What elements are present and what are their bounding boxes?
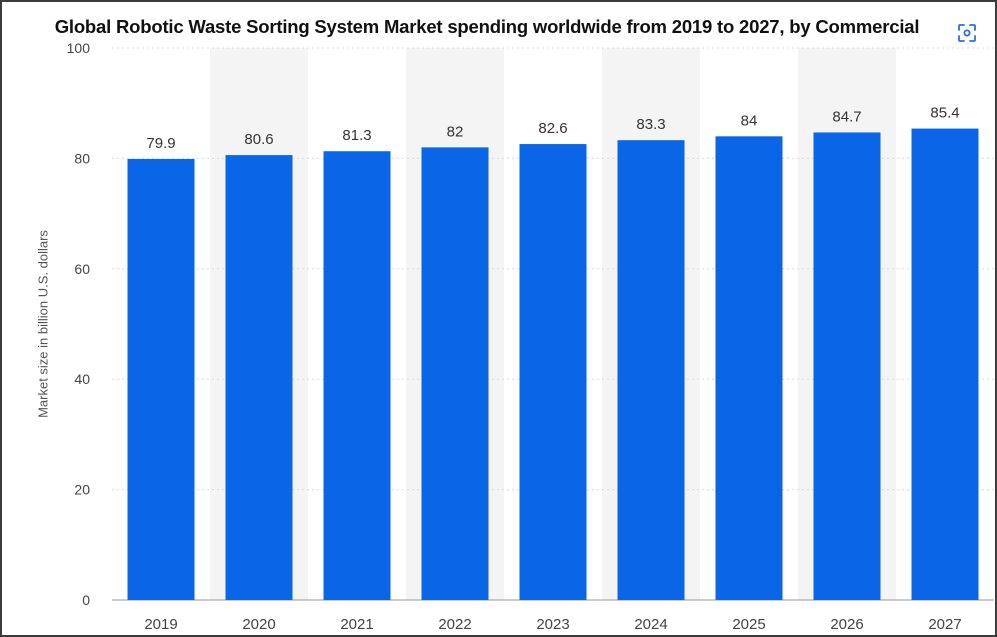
x-tick-label: 2019 <box>144 616 177 633</box>
x-tick-label: 2025 <box>732 616 765 633</box>
data-label: 82 <box>447 123 464 140</box>
bar <box>813 132 881 600</box>
y-tick-label: 40 <box>74 371 90 387</box>
y-tick-label: 60 <box>74 261 90 277</box>
bar <box>715 136 783 600</box>
bar <box>911 128 979 600</box>
x-tick-label: 2023 <box>536 616 569 633</box>
bar <box>127 158 195 600</box>
x-tick-label: 2022 <box>438 616 471 633</box>
data-label: 81.3 <box>342 127 371 144</box>
x-tick-label: 2020 <box>242 616 275 633</box>
data-label: 84.7 <box>832 108 861 125</box>
data-label: 79.9 <box>146 135 175 152</box>
y-tick-label: 80 <box>74 150 90 166</box>
y-tick-label: 0 <box>82 592 90 608</box>
data-label: 80.6 <box>244 131 273 148</box>
data-label: 83.3 <box>636 116 665 133</box>
y-tick-label: 100 <box>67 40 91 56</box>
bar <box>323 151 391 600</box>
bar <box>519 144 587 600</box>
bar <box>421 147 489 601</box>
expand-button[interactable] <box>949 18 985 52</box>
data-label: 85.4 <box>930 105 959 122</box>
data-label: 84 <box>741 112 758 129</box>
bar <box>225 155 293 600</box>
x-tick-label: 2026 <box>830 616 863 633</box>
chart-title: Global Robotic Waste Sorting System Mark… <box>54 16 920 37</box>
x-tick-label: 2024 <box>634 616 667 633</box>
bar <box>617 140 685 600</box>
y-tick-label: 20 <box>74 482 90 498</box>
expand-icon <box>957 23 977 48</box>
x-tick-label: 2027 <box>928 616 961 633</box>
data-label: 82.6 <box>538 120 567 137</box>
x-tick-label: 2021 <box>340 616 373 633</box>
